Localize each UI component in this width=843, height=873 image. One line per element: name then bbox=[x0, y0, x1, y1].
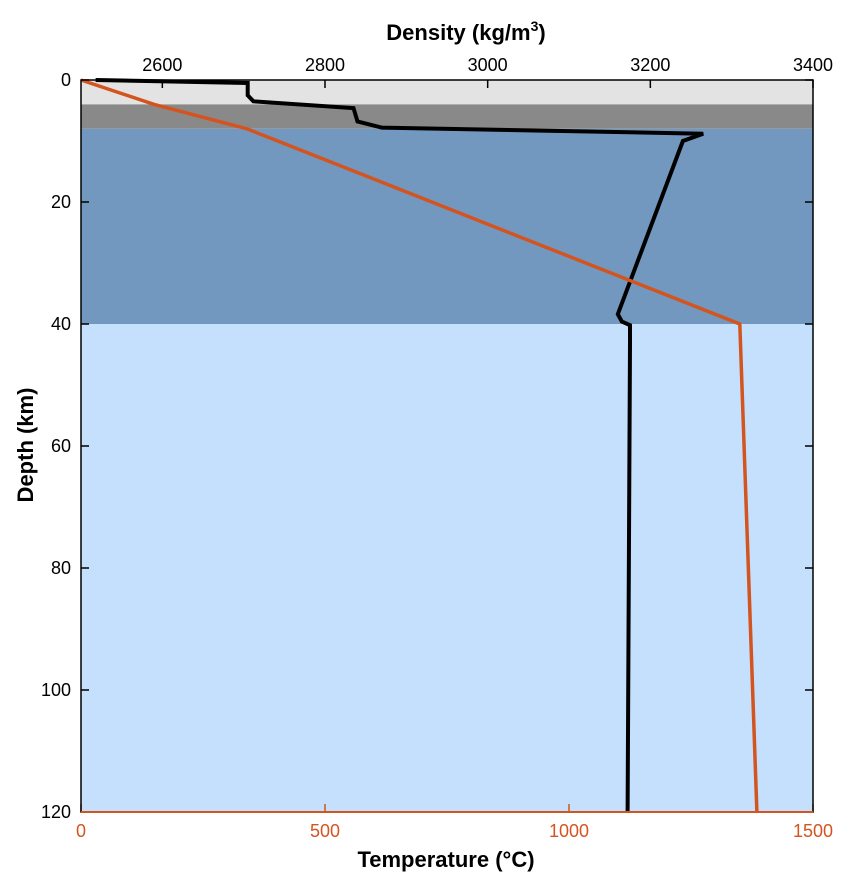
density-tick-label: 3000 bbox=[468, 55, 508, 75]
temperature-tick-label: 0 bbox=[76, 821, 86, 841]
density-tick-label: 3400 bbox=[793, 55, 833, 75]
density-tick-label: 3200 bbox=[630, 55, 670, 75]
depth-axis-title: Depth (km) bbox=[13, 388, 38, 503]
temperature-axis-title: Temperature (°C) bbox=[357, 847, 534, 872]
depth-tick-label: 60 bbox=[51, 436, 71, 456]
density-tick-label: 2600 bbox=[142, 55, 182, 75]
temperature-tick-label: 500 bbox=[310, 821, 340, 841]
depth-tick-label: 0 bbox=[61, 70, 71, 90]
density-profile-line bbox=[95, 78, 704, 813]
depth-tick-label: 120 bbox=[41, 802, 71, 822]
depth-tick-label: 40 bbox=[51, 314, 71, 334]
density-axis-title: Density (kg/m3) bbox=[386, 18, 545, 45]
depth-tick-label: 100 bbox=[41, 680, 71, 700]
depth-tick-label: 80 bbox=[51, 558, 71, 578]
layer-band bbox=[81, 128, 813, 324]
layer-band bbox=[81, 104, 813, 129]
series-lines bbox=[80, 78, 759, 813]
density-tick-label: 2800 bbox=[305, 55, 345, 75]
depth-tick-label: 20 bbox=[51, 192, 71, 212]
temperature-tick-label: 1500 bbox=[793, 821, 833, 841]
temperature-tick-label: 1000 bbox=[549, 821, 589, 841]
layer-bands bbox=[81, 80, 813, 812]
layer-band bbox=[81, 324, 813, 812]
tick-labels: 2600 2800 3000 3200 3400 0 500 1000 1500 0 20 40 60 8… bbox=[41, 55, 833, 841]
temperature-profile-line bbox=[80, 78, 759, 813]
